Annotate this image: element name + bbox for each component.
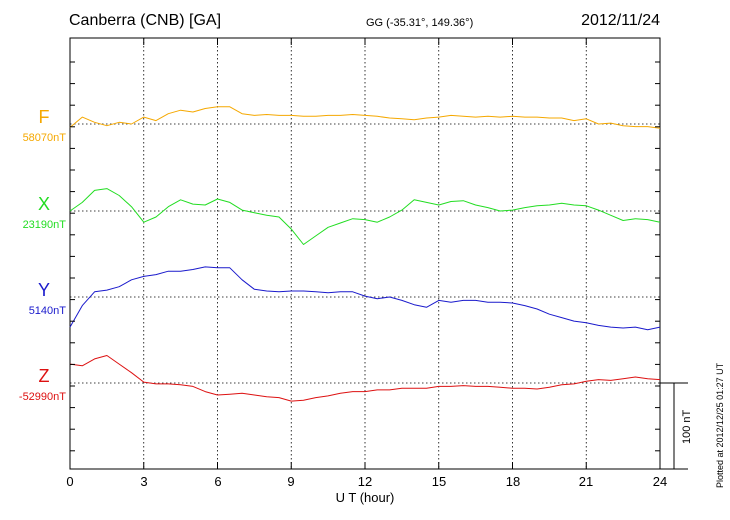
f-component-trace xyxy=(69,106,661,129)
x-tick-label-24: 24 xyxy=(652,474,668,489)
x-component-trace xyxy=(69,188,661,245)
plotted-timestamp: Plotted at 2012/12/25 01:27 UT xyxy=(715,362,725,488)
tick-layer xyxy=(69,38,661,469)
z-component-baseline: -52990nT xyxy=(18,391,66,403)
x-tick-label-15: 15 xyxy=(431,474,447,489)
chart-date: 2012/11/24 xyxy=(581,12,660,29)
station-title: Canberra (CNB) [GA] xyxy=(69,12,222,29)
z-component-letter: Z xyxy=(38,366,50,386)
x-tick-label-21: 21 xyxy=(578,474,594,489)
f-component-baseline: 58070nT xyxy=(22,132,66,144)
x-axis-label: U T (hour) xyxy=(335,490,395,505)
x-tick-label-12: 12 xyxy=(357,474,373,489)
y-component-trace xyxy=(69,266,661,331)
f-component-letter: F xyxy=(38,107,50,127)
y-component-letter: Y xyxy=(37,280,50,300)
z-component-trace xyxy=(69,355,661,402)
series-layer xyxy=(69,106,661,402)
grid-layer xyxy=(70,38,660,469)
x-tick-label-9: 9 xyxy=(287,474,295,489)
x-tick-label-0: 0 xyxy=(66,474,74,489)
station-coordinates: GG (-35.31°, 149.36°) xyxy=(366,17,474,29)
x-component-letter: X xyxy=(37,194,50,214)
x-tick-label-6: 6 xyxy=(214,474,222,489)
scale-bar-label: 100 nT xyxy=(681,409,693,444)
x-tick-label-18: 18 xyxy=(505,474,521,489)
x-component-baseline: 23190nT xyxy=(22,219,66,231)
scale-bar xyxy=(660,382,688,470)
y-component-baseline: 5140nT xyxy=(28,305,66,317)
x-tick-label-3: 3 xyxy=(140,474,148,489)
